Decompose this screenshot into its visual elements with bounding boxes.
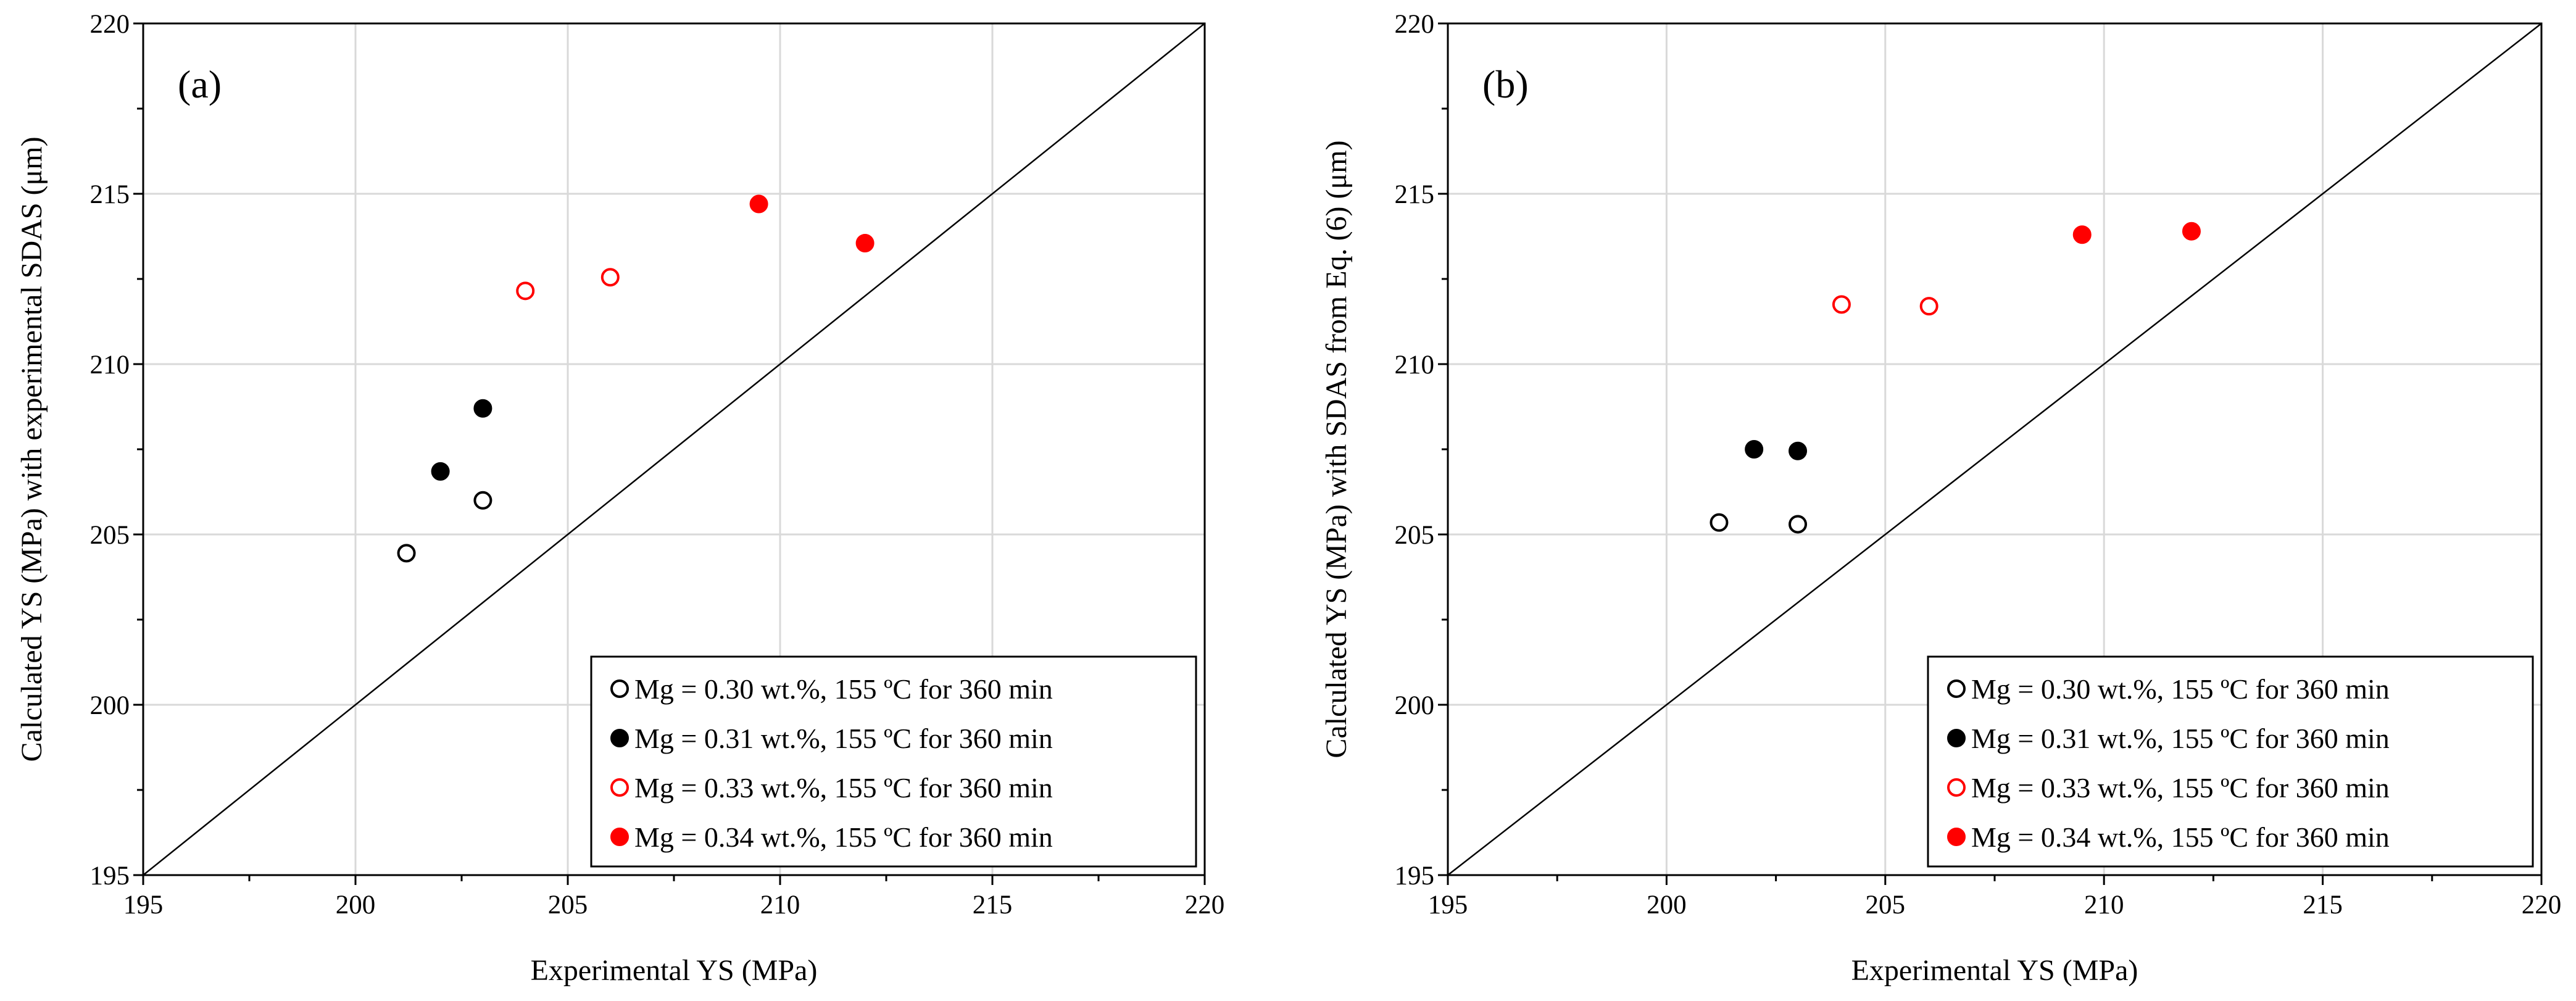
data-point-series-2 <box>473 399 492 418</box>
data-point-series-4 <box>2182 222 2201 241</box>
data-point-series-1 <box>1789 515 1808 534</box>
identity-line <box>143 23 1205 876</box>
panel-label: (b) <box>1482 62 1529 106</box>
legend-marker-4 <box>1947 828 1966 846</box>
y-tick-label: 215 <box>90 180 130 209</box>
panel-a: 195 200 205 210 215 220 195 200 205 210 215 220 Expe… <box>15 10 1224 987</box>
y-axis-title: Calculated YS (MPa) with experimental SD… <box>15 136 48 762</box>
data-point-series-3 <box>1919 297 1938 316</box>
x-tick-label: 215 <box>973 891 1013 920</box>
y-tick-label: 200 <box>1395 691 1435 720</box>
x-tick-label: 210 <box>2084 891 2124 920</box>
legend-label-1: Mg = 0.30 wt.%, 155 ºC for 360 min <box>1971 673 2390 705</box>
y-tick-label: 220 <box>1395 10 1435 39</box>
legend-marker-3 <box>1947 778 1966 797</box>
data-point-series-3 <box>600 268 620 287</box>
x-tick-label: 220 <box>2522 891 2562 920</box>
data-point-series-4 <box>855 234 875 253</box>
legend-label-2: Mg = 0.31 wt.%, 155 ºC for 360 min <box>1971 723 2390 754</box>
legend-label-4: Mg = 0.34 wt.%, 155 ºC for 360 min <box>1971 821 2390 853</box>
legend-marker-3 <box>610 778 629 797</box>
x-tick-label: 210 <box>760 891 800 920</box>
y-tick-label: 210 <box>90 351 130 380</box>
y-tick-label: 195 <box>90 862 130 891</box>
x-axis-title: Experimental YS (MPa) <box>531 954 818 987</box>
x-tick-label: 200 <box>1647 891 1687 920</box>
data-point-series-1 <box>1710 513 1729 532</box>
y-tick-label: 205 <box>90 521 130 550</box>
x-tick-label: 195 <box>123 891 164 920</box>
data-point-series-4 <box>2072 225 2092 244</box>
x-tick-label: 200 <box>336 891 376 920</box>
legend-marker-2 <box>610 729 629 747</box>
x-tick-label: 195 <box>1428 891 1468 920</box>
data-point-series-2 <box>431 462 450 481</box>
x-tick-label: 205 <box>1866 891 1906 920</box>
legend-label-2: Mg = 0.31 wt.%, 155 ºC for 360 min <box>634 723 1053 754</box>
x-tick-label: 205 <box>548 891 588 920</box>
x-tick-label: 220 <box>1185 891 1225 920</box>
data-point-series-3 <box>1832 295 1851 314</box>
y-axis-title: Calculated YS (MPa) with SDAS from Eq. (… <box>1320 140 1353 758</box>
legend-marker-1 <box>610 679 629 698</box>
legend-label-3: Mg = 0.33 wt.%, 155 ºC for 360 min <box>1971 772 2390 804</box>
legend-marker-2 <box>1947 729 1966 747</box>
x-tick-label: 215 <box>2303 891 2343 920</box>
data-point-series-4 <box>749 194 768 214</box>
y-tick-label: 210 <box>1395 351 1435 380</box>
y-tick-label: 220 <box>90 10 130 39</box>
legend-label-4: Mg = 0.34 wt.%, 155 ºC for 360 min <box>634 821 1053 853</box>
data-point-series-2 <box>1789 441 1808 460</box>
data-point-series-1 <box>473 491 492 510</box>
panel-label: (a) <box>178 62 222 106</box>
y-tick-label: 205 <box>1395 521 1435 550</box>
y-tick-label: 200 <box>90 691 130 720</box>
legend-marker-4 <box>610 828 629 846</box>
data-point-series-1 <box>397 544 416 563</box>
data-point-series-2 <box>1745 440 1764 459</box>
legend-label-1: Mg = 0.30 wt.%, 155 ºC for 360 min <box>634 673 1053 705</box>
data-point-series-3 <box>516 281 535 301</box>
y-tick-label: 195 <box>1395 862 1435 891</box>
legend-marker-1 <box>1947 679 1966 698</box>
panel-b: 195 200 205 210 215 220 195 200 205 210 215 220 Expe… <box>1320 10 2561 987</box>
legend-label-3: Mg = 0.33 wt.%, 155 ºC for 360 min <box>634 772 1053 804</box>
legend-box <box>1927 655 2534 868</box>
identity-line <box>1447 23 2542 876</box>
x-axis-title: Experimental YS (MPa) <box>1851 954 2138 987</box>
legend-box <box>590 655 1197 868</box>
y-tick-label: 215 <box>1395 180 1435 209</box>
